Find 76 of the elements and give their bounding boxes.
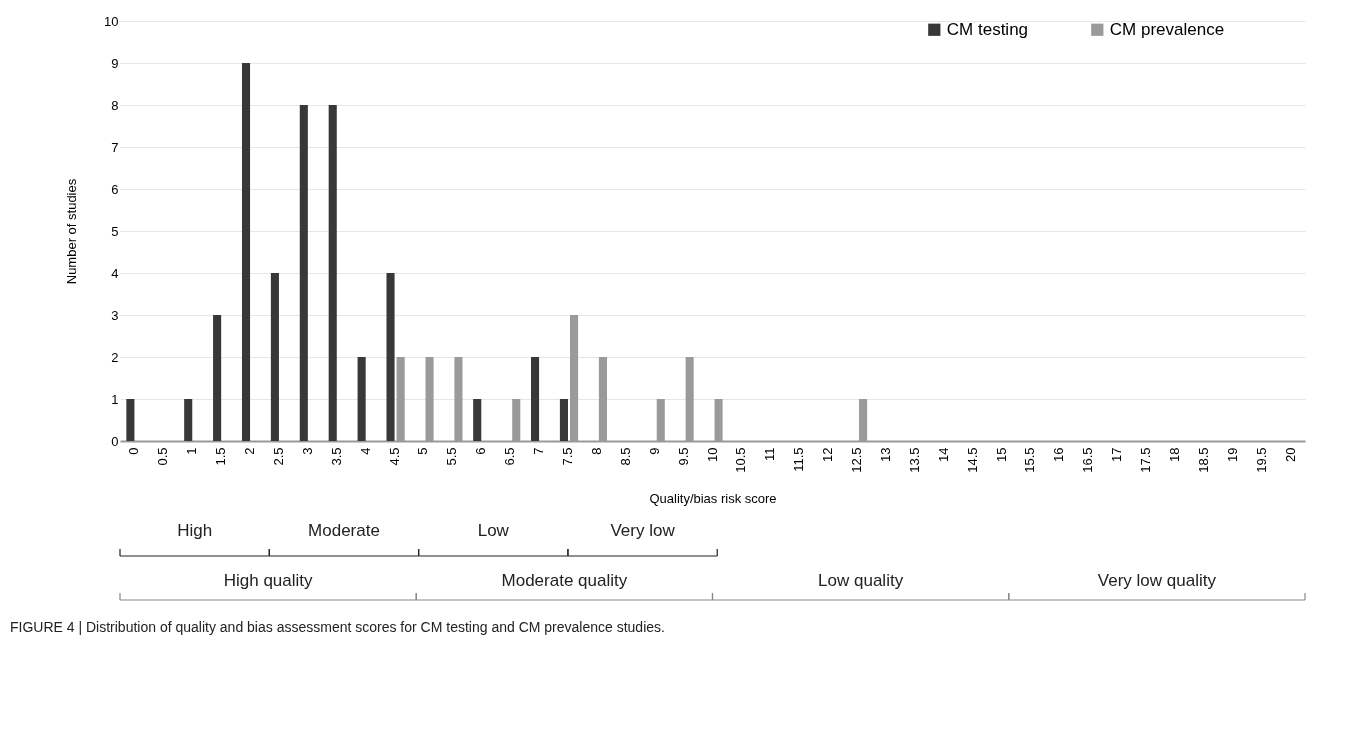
x-tick-label: 12.5 bbox=[849, 447, 865, 473]
text: High quality bbox=[223, 571, 314, 590]
x-tick-label: 3.5 bbox=[328, 447, 344, 466]
x-tick-label: 4 bbox=[357, 447, 373, 455]
x-tick-label: 7 bbox=[531, 447, 547, 455]
x-tick-label: 17 bbox=[1109, 447, 1125, 462]
bar bbox=[530, 357, 540, 441]
x-tick-label: 20 bbox=[1282, 447, 1298, 462]
x-tick-label: 12 bbox=[820, 447, 836, 462]
y-tick-label: 3 bbox=[111, 307, 119, 323]
y-axis-title: Number of studies bbox=[64, 178, 80, 285]
x-tick-label: 8.5 bbox=[617, 447, 633, 466]
x-tick-label: 10.5 bbox=[733, 447, 749, 473]
x-tick-label: 15 bbox=[993, 447, 1009, 462]
x-tick-label: 11.5 bbox=[791, 447, 807, 472]
x-tick-label: 11 bbox=[762, 447, 778, 461]
bar bbox=[184, 399, 193, 441]
x-tick-label: 14.5 bbox=[964, 447, 980, 473]
y-tick-label: 9 bbox=[111, 55, 119, 71]
x-tick-label: 0.5 bbox=[155, 447, 171, 466]
legend-label: CM testing bbox=[946, 19, 1029, 39]
x-tick-label: 18.5 bbox=[1195, 447, 1211, 473]
x-tick-label: 19.5 bbox=[1253, 447, 1269, 473]
x-tick-label: 3 bbox=[299, 447, 315, 455]
x-tick-label: 13 bbox=[877, 447, 893, 462]
x-tick-label: 15.5 bbox=[1022, 447, 1038, 473]
text: Very low quality bbox=[1097, 571, 1217, 590]
bar bbox=[270, 273, 279, 441]
bar bbox=[126, 399, 135, 441]
legend-label: CM prevalence bbox=[1109, 19, 1225, 39]
bar bbox=[328, 105, 337, 441]
x-tick-label: 1.5 bbox=[213, 447, 229, 466]
x-tick-label: 16.5 bbox=[1080, 447, 1096, 473]
y-tick-label: 2 bbox=[111, 349, 119, 365]
y-tick-label: 10 bbox=[104, 13, 119, 29]
x-tick-label: 7.5 bbox=[559, 447, 575, 466]
x-tick-label: 18 bbox=[1166, 447, 1182, 462]
text: High bbox=[177, 521, 213, 540]
y-tick-label: 5 bbox=[111, 223, 119, 239]
x-tick-label: 5 bbox=[415, 447, 431, 455]
x-tick-label: 2.5 bbox=[270, 447, 286, 466]
text: Moderate bbox=[308, 521, 380, 540]
y-tick-label: 1 bbox=[111, 391, 119, 407]
x-tick-label: 9.5 bbox=[675, 447, 691, 466]
bar bbox=[386, 273, 395, 441]
x-tick-label: 6.5 bbox=[502, 447, 518, 466]
x-axis-title: Quality/bias risk score bbox=[649, 490, 777, 506]
x-tick-label: 19 bbox=[1224, 447, 1240, 462]
x-tick-label: 8 bbox=[588, 447, 604, 455]
text: Very low bbox=[610, 521, 676, 540]
y-tick-label: 4 bbox=[111, 265, 119, 281]
x-tick-label: 2 bbox=[242, 447, 258, 455]
x-tick-label: 9 bbox=[646, 447, 662, 455]
bar bbox=[559, 399, 568, 441]
bar bbox=[473, 399, 482, 441]
x-tick-label: 0 bbox=[126, 447, 142, 455]
caption: FIGURE 4 | Distribution of quality and bias assessment scores for CM testing and CM prevalence studies. bbox=[10, 619, 665, 635]
x-tick-label: 1 bbox=[184, 447, 200, 455]
bar bbox=[241, 63, 251, 441]
text: Low quality bbox=[818, 571, 904, 590]
x-tick-label: 6 bbox=[473, 447, 489, 455]
bar bbox=[357, 357, 366, 441]
bar bbox=[299, 105, 308, 441]
y-tick-label: 6 bbox=[111, 181, 119, 197]
x-tick-label: 13.5 bbox=[906, 447, 922, 473]
x-tick-label: 14 bbox=[935, 447, 951, 462]
x-tick-label: 10 bbox=[704, 447, 720, 462]
x-tick-label: 17.5 bbox=[1138, 447, 1154, 473]
x-tick-label: 16 bbox=[1051, 447, 1067, 462]
text: Low bbox=[477, 521, 510, 540]
x-tick-label: 4.5 bbox=[386, 447, 402, 466]
y-tick-label: 8 bbox=[111, 97, 119, 113]
y-tick-label: 7 bbox=[111, 139, 119, 155]
text: Moderate quality bbox=[501, 571, 628, 590]
bar bbox=[213, 315, 222, 441]
x-tick-label: 5.5 bbox=[444, 447, 460, 466]
